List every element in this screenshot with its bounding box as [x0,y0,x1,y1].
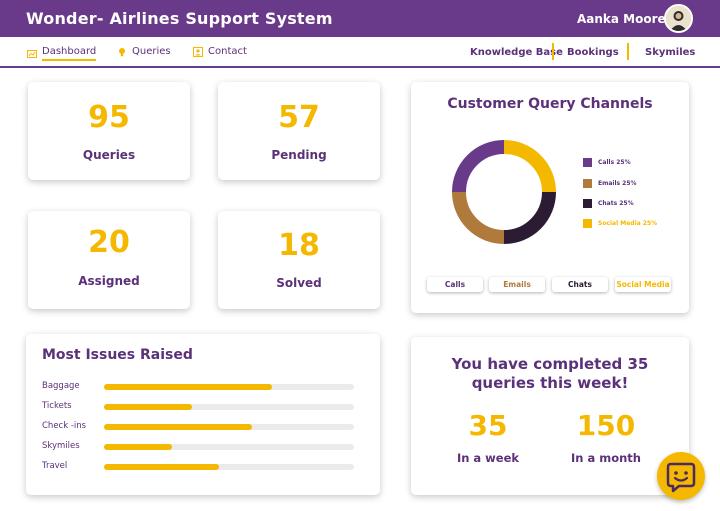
legend-item-chats: Chats 25% [583,199,634,208]
legend-item-social-media: Social Media 25% [583,219,657,228]
legend-swatch [583,219,592,228]
month-label: In a month [571,451,641,465]
channels-donut-chart [452,140,556,244]
issue-bar-fill [104,464,219,470]
top-bar: Wonder- Airlines Support System Aanka Mo… [0,0,720,37]
legend-swatch [583,158,592,167]
issue-bar-fill [104,444,172,450]
user-name[interactable]: Aanka Moore [577,12,666,26]
issue-row-skymiles: Skymiles [42,441,358,453]
issue-label: Baggage [42,381,80,391]
channel-button-social-media[interactable]: Social Media [615,277,671,292]
issue-bar-track [104,464,354,470]
issue-bar-track [104,384,354,390]
nav-skymiles[interactable]: Skymiles [645,47,696,58]
donut-slice-chats [503,191,556,244]
nav-bookings[interactable]: Bookings [567,47,619,58]
nav-dashboard[interactable]: Dashboard [27,46,97,61]
issue-label: Tickets [42,401,72,411]
nav-contact-label: Contact [208,46,247,57]
issue-bar-fill [104,384,272,390]
stat-label: Assigned [78,274,140,288]
stat-value: 18 [278,228,320,263]
issue-row-check-ins: Check -ins [42,421,358,433]
chatbot-button[interactable] [657,452,705,500]
stat-label: Pending [271,148,327,162]
app-title: Wonder- Airlines Support System [26,9,333,28]
avatar[interactable] [664,4,693,33]
dashboard-icon [27,49,37,58]
nav-divider [627,43,629,60]
legend-swatch [583,199,592,208]
stat-label: Queries [82,148,136,162]
week-count: 35 [468,409,508,442]
completed-title: You have completed 35 queries this week! [451,355,649,392]
issue-bar-track [104,444,354,450]
issue-row-baggage: Baggage [42,381,358,393]
bulb-icon [119,47,125,56]
channel-button-calls[interactable]: Calls [427,277,483,292]
issues-card: Most Issues Raised Baggage Tickets Check… [26,334,380,495]
legend-label: Chats 25% [598,200,634,207]
contact-card-icon [193,46,203,57]
stat-value: 20 [88,225,130,260]
user-avatar-icon [666,6,691,31]
issue-row-travel: Travel [42,461,358,473]
completed-card: You have completed 35 queries this week!… [411,337,689,495]
issues-title: Most Issues Raised [42,347,193,363]
query-channels-card: Customer Query Channels Calls 25% Emails… [411,82,689,313]
chat-face-icon [666,462,696,493]
issue-label: Check -ins [42,421,87,431]
nav-queries[interactable]: Queries [117,46,171,57]
stat-value: 95 [88,100,130,135]
channel-button-chats[interactable]: Chats [552,277,608,292]
legend-label: Calls 25% [598,159,631,166]
issue-label: Travel [42,461,68,471]
donut-slice-social-media [503,140,556,193]
chart-title: Customer Query Channels [447,96,653,112]
nav-queries-label: Queries [132,46,171,57]
week-label: In a week [456,451,520,465]
nav-divider [552,43,554,60]
stat-value: 57 [278,100,320,135]
issue-row-tickets: Tickets [42,401,358,413]
legend-swatch [583,179,592,188]
stat-card-assigned[interactable]: 20 Assigned [28,211,190,309]
donut-slice-emails [452,191,505,244]
nav-contact[interactable]: Contact [193,46,247,57]
legend-item-emails: Emails 25% [583,179,637,188]
channel-button-emails[interactable]: Emails [489,277,545,292]
stat-label: Solved [276,276,322,290]
nav-dashboard-label: Dashboard [42,46,97,61]
legend-item-calls: Calls 25% [583,158,631,167]
issue-label: Skymiles [42,441,80,451]
issue-bar-track [104,404,354,410]
issue-bar-track [104,424,354,430]
legend-label: Emails 25% [598,180,637,187]
donut-slice-calls [452,140,505,193]
legend-label: Social Media 25% [598,220,658,227]
stat-card-queries[interactable]: 95 Queries [28,82,190,180]
nav-knowledge-base[interactable]: Knowledge Base [470,47,563,58]
issue-bar-fill [104,424,252,430]
nav-bar: Dashboard Queries Contact Knowledge Base… [0,37,720,68]
stat-card-pending[interactable]: 57 Pending [218,82,380,180]
month-count: 150 [576,409,636,442]
stat-card-solved[interactable]: 18 Solved [218,211,380,309]
issue-bar-fill [104,404,192,410]
